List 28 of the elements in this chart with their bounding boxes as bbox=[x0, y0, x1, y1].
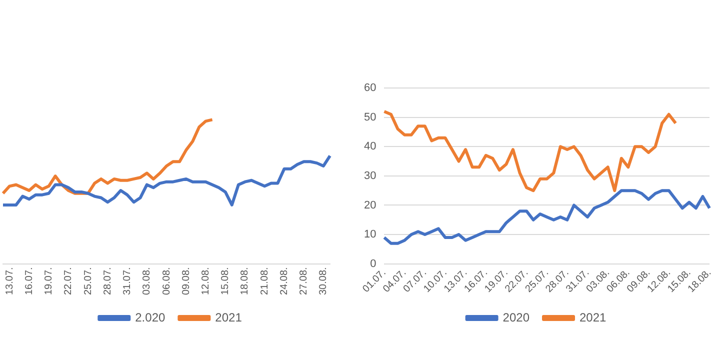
x-tick-label: 22.07. bbox=[63, 267, 74, 296]
x-tick-label: 03.08. bbox=[142, 267, 153, 296]
y-tick-label: 30 bbox=[364, 170, 376, 182]
legend-label: 2.020 bbox=[135, 310, 166, 324]
x-tick-label: 28.07. bbox=[102, 267, 114, 296]
x-tick-label: 16.07. bbox=[24, 267, 35, 296]
x-tick-label: 06.08. bbox=[161, 267, 172, 296]
legend-label: 2021 bbox=[215, 310, 242, 324]
x-tick-label: 12.08. bbox=[200, 267, 212, 296]
x-tick-label: 24.08. bbox=[278, 267, 290, 296]
x-tick-label: 25.07. bbox=[82, 267, 94, 296]
y-tick-label: 10 bbox=[364, 228, 376, 241]
y-tick-label: 40 bbox=[364, 140, 376, 153]
x-tick-label: 18.08. bbox=[240, 267, 251, 296]
x-tick-label: 30.08. bbox=[318, 267, 330, 296]
x-tick-label: 21.08. bbox=[259, 267, 270, 296]
x-tick-label: 09.08. bbox=[180, 267, 192, 296]
y-tick-label: 60 bbox=[364, 82, 376, 94]
y-tick-label: 50 bbox=[364, 111, 376, 124]
y-tick-label: 0 bbox=[370, 258, 376, 270]
x-tick-label: 15.08. bbox=[220, 267, 232, 296]
legend-label: 2021 bbox=[580, 310, 607, 324]
x-tick-label: 13.07. bbox=[4, 267, 16, 296]
x-tick-label: 27.08. bbox=[298, 267, 310, 296]
legend-label: 2020 bbox=[502, 310, 530, 324]
y-tick-label: 20 bbox=[364, 199, 376, 212]
x-tick-label: 31.07. bbox=[122, 267, 134, 296]
x-tick-label: 19.07. bbox=[44, 267, 55, 296]
